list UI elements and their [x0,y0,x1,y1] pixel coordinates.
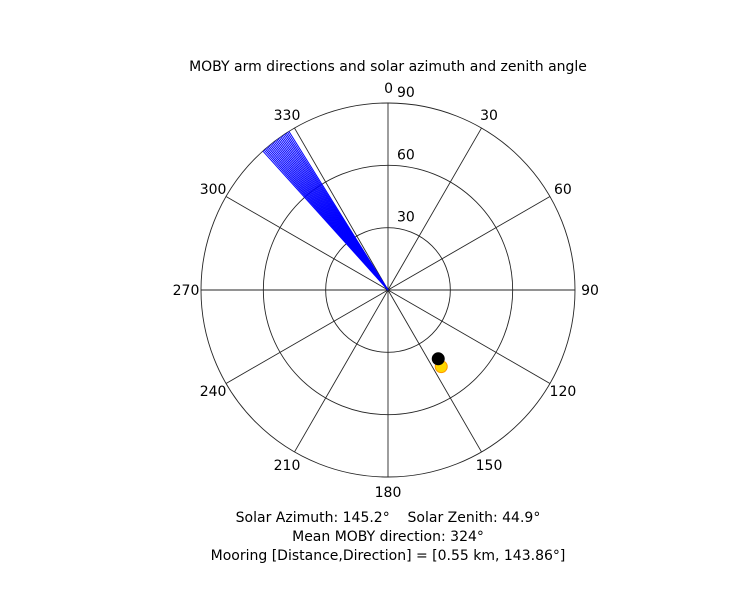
chart-title: MOBY arm directions and solar azimuth an… [189,59,587,75]
theta-tick-label: 330 [274,108,301,124]
caption-mean-direction: Mean MOBY direction: 324° [292,529,484,545]
spoke-60 [387,196,551,291]
mooring-marker [431,352,445,366]
r-tick-label: 60 [397,147,415,163]
spoke-240 [225,289,389,384]
r-tick-label: 90 [397,85,415,101]
theta-tick-label: 210 [274,458,301,474]
theta-tick-label: 270 [173,283,200,299]
theta-tick-label: 0 [384,81,393,97]
moby-arm-line [288,131,389,291]
theta-tick-label: 150 [476,458,503,474]
caption-mooring: Mooring [Distance,Direction] = [0.55 km,… [211,548,566,564]
theta-tick-label: 60 [554,182,572,198]
theta-tick-label: 300 [200,182,227,198]
caption-solar-angles: Solar Azimuth: 145.2° Solar Zenith: 44.9… [236,510,541,526]
theta-tick-label: 240 [200,384,227,400]
polar-labels: 0 30 60 90 120 150 180 210 240 270 300 330 30 60 90 [173,81,599,501]
spoke-300 [225,196,389,291]
theta-tick-label: 90 [581,283,599,299]
spoke-330 [294,127,389,291]
spoke-120 [387,289,551,384]
r-tick-label: 30 [397,210,415,226]
spoke-30 [387,127,482,291]
polar-grid [200,102,576,478]
polar-series [262,131,448,374]
theta-tick-label: 180 [375,485,402,501]
theta-tick-label: 120 [550,384,577,400]
spoke-150 [387,289,482,453]
spoke-210 [294,289,389,453]
theta-tick-label: 30 [480,108,498,124]
